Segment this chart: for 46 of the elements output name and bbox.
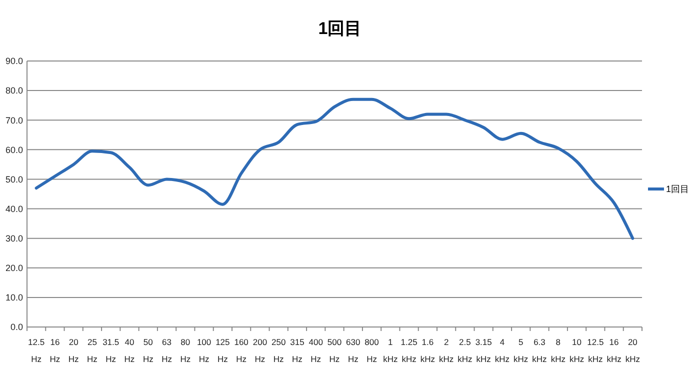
x-tick-label: 6.3 kHz xyxy=(532,337,547,364)
chart-title: 1回目 xyxy=(318,19,362,38)
x-tick-label: 16 Hz xyxy=(50,337,60,364)
legend-label: 1回目 xyxy=(666,184,690,194)
x-tick-label: 100 Hz xyxy=(196,337,212,364)
y-tick-label: 40.0 xyxy=(5,204,23,214)
x-tick-label: 5 kHz xyxy=(514,337,528,364)
x-tick-label: 200 Hz xyxy=(252,337,268,364)
x-tick-label: 80 Hz xyxy=(180,337,191,364)
x-tick-label: 10 kHz xyxy=(569,337,584,364)
line-series xyxy=(34,98,634,240)
x-tick-label: 1.25 kHz xyxy=(400,337,418,364)
x-tick-label: 8 kHz xyxy=(550,337,566,364)
x-tick-label: 250 Hz xyxy=(271,337,286,364)
x-tick-label: 500 Hz xyxy=(327,337,342,364)
x-tick-label: 25 Hz xyxy=(87,337,98,364)
x-tick-label: 20 kHz xyxy=(625,337,640,364)
y-tick-label: 60.0 xyxy=(5,144,23,155)
y-tick-label: 20.0 xyxy=(5,263,23,274)
x-tick-label: 31.5 Hz xyxy=(102,337,120,364)
y-tick-label: 10.0 xyxy=(5,292,23,303)
x-tick-label: 630 Hz xyxy=(346,337,360,364)
y-tick-label: 70.0 xyxy=(5,115,23,126)
y-tick-label: 80.0 xyxy=(5,86,23,96)
y-tick-label: 0.0 xyxy=(10,322,23,332)
x-tick-label: 3.15 kHz xyxy=(475,337,492,364)
x-tick-label: 125 Hz xyxy=(216,337,230,364)
x-tick-label: 40 Hz xyxy=(124,337,135,364)
x-tick-label: 20 Hz xyxy=(68,337,79,364)
x-tick-label: 12.5 kHz xyxy=(587,337,604,364)
x-tick-label: 2.5 kHz xyxy=(458,337,472,364)
y-tick-label: 90.0 xyxy=(5,56,23,66)
x-tick-label: 2 kHz xyxy=(439,337,454,364)
x-tick-label: 4 kHz xyxy=(494,337,510,364)
x-tick-label: 315 Hz xyxy=(290,337,305,364)
x-tick-label: 800 Hz xyxy=(364,337,380,364)
x-tick-label: 12.5 Hz xyxy=(28,337,45,364)
y-tick-label: 30.0 xyxy=(5,233,23,244)
x-tick-label: 50 Hz xyxy=(142,337,154,364)
x-tick-label: 1 kHz xyxy=(383,337,398,364)
x-tick-label: 63 Hz xyxy=(162,337,172,364)
x-tick-label: 160 Hz xyxy=(234,337,249,364)
y-tick-label: 50.0 xyxy=(5,174,23,184)
x-tick-label: 16 kHz xyxy=(606,337,622,364)
x-tick-label: 400 Hz xyxy=(308,337,324,364)
x-tick-label: 1.6 kHz xyxy=(420,337,435,364)
